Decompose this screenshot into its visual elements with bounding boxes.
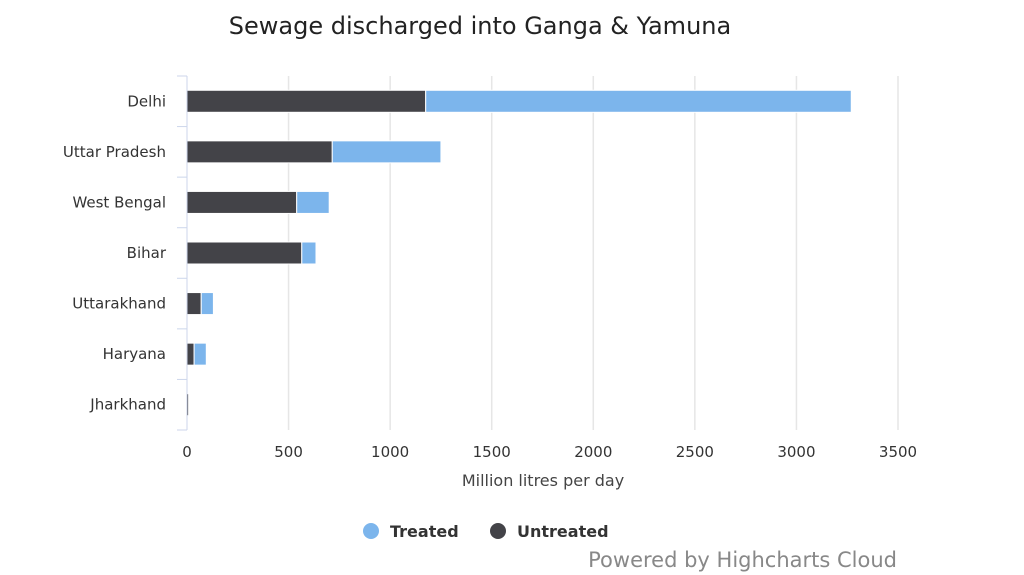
category-label-uttarakhand: Uttarakhand (72, 295, 166, 313)
legend-symbol-untreated (490, 523, 506, 539)
bar-treated-bihar[interactable] (301, 241, 317, 265)
bar-treated-haryana[interactable] (193, 342, 207, 366)
legend-label-untreated: Untreated (517, 522, 609, 541)
x-tick-0: 0 (182, 443, 192, 461)
category-label-delhi: Delhi (127, 92, 166, 110)
x-tick-3500: 3500 (879, 443, 917, 461)
chart-title: Sewage discharged into Ganga & Yamuna (229, 12, 731, 40)
y-axis-ticks (177, 75, 187, 431)
x-tick-labels: 0 500 1000 1500 2000 2500 3000 3500 (182, 443, 917, 461)
bar-untreated-bihar[interactable] (186, 241, 303, 265)
bar-treated-uttarakhand[interactable] (200, 292, 214, 316)
bar-untreated-haryana[interactable] (186, 342, 195, 366)
x-tick-1000: 1000 (371, 443, 409, 461)
legend: Treated Untreated (363, 522, 609, 541)
bar-untreated-uttarakhand[interactable] (186, 292, 202, 316)
x-tick-2000: 2000 (574, 443, 612, 461)
bar-untreated-west-bengal[interactable] (186, 190, 298, 214)
x-tick-3000: 3000 (777, 443, 815, 461)
bar-treated-west-bengal[interactable] (296, 190, 330, 214)
category-label-west-bengal: West Bengal (72, 193, 166, 211)
legend-label-treated: Treated (390, 522, 459, 541)
legend-item-untreated[interactable]: Untreated (490, 522, 609, 541)
category-label-bihar: Bihar (127, 244, 167, 262)
x-tick-500: 500 (274, 443, 303, 461)
x-tick-2500: 2500 (676, 443, 714, 461)
bar-treated-delhi[interactable] (425, 89, 852, 113)
category-labels: Delhi Uttar Pradesh West Bengal Bihar Uttara… (63, 92, 167, 413)
grid-lines (287, 76, 899, 430)
category-label-haryana: Haryana (103, 345, 166, 363)
bar-treated-uttar-pradesh[interactable] (331, 140, 442, 164)
legend-symbol-treated (363, 523, 379, 539)
x-tick-1500: 1500 (473, 443, 511, 461)
bars-group (186, 89, 852, 417)
bar-untreated-delhi[interactable] (186, 89, 427, 113)
x-axis-title: Million litres per day (462, 471, 624, 490)
legend-item-treated[interactable]: Treated (363, 522, 459, 541)
category-label-uttar-pradesh: Uttar Pradesh (63, 143, 166, 161)
credits-link[interactable]: Powered by Highcharts Cloud (588, 548, 897, 572)
bar-untreated-uttar-pradesh[interactable] (186, 140, 333, 164)
category-label-jharkhand: Jharkhand (89, 396, 166, 414)
